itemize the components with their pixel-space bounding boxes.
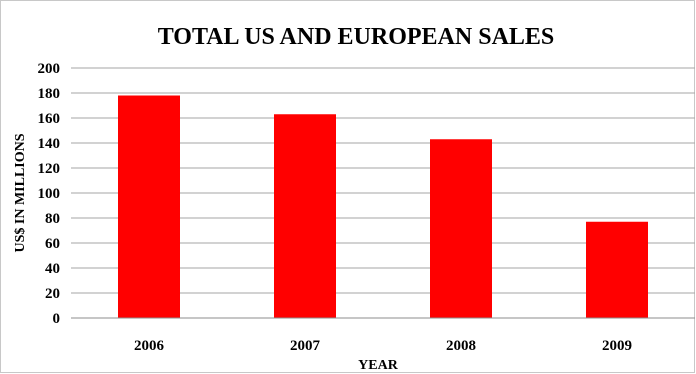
y-tick-label: 20 (45, 286, 60, 302)
y-axis-ticks: 0 20 40 60 80 100 120 140 160 180 200 (38, 61, 61, 327)
bar-2009 (586, 221, 648, 318)
bar-2006 (118, 95, 180, 318)
y-tick-label: 0 (53, 311, 61, 327)
y-axis-title: US$ IN MILLIONS (13, 133, 28, 252)
y-tick-label: 80 (45, 211, 60, 227)
y-tick-label: 40 (45, 261, 60, 277)
y-tick-label: 140 (38, 136, 61, 152)
y-tick-label: 200 (38, 61, 61, 77)
x-axis-categories: 2006 2007 2008 2009 (134, 338, 632, 354)
y-tick-label: 60 (45, 236, 60, 252)
bar-2007 (274, 114, 336, 318)
y-tick-label: 100 (38, 186, 61, 202)
y-tick-label: 180 (38, 86, 61, 102)
x-category-label: 2008 (446, 338, 476, 354)
x-category-label: 2006 (134, 338, 165, 354)
bars (118, 95, 648, 318)
y-tick-label: 120 (38, 161, 61, 177)
y-tick-label: 160 (38, 111, 61, 127)
x-axis-title: YEAR (358, 358, 399, 373)
x-category-label: 2009 (602, 338, 632, 354)
bar-2008 (430, 139, 492, 318)
x-category-label: 2007 (290, 338, 321, 354)
chart-title: TOTAL US AND EUROPEAN SALES (158, 24, 555, 50)
